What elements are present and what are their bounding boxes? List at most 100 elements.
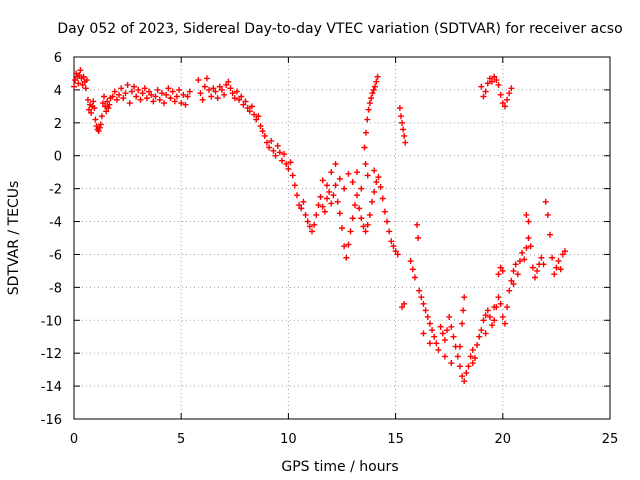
- data-point: [349, 215, 356, 222]
- data-point: [354, 169, 361, 176]
- grid-lines: [74, 57, 610, 419]
- data-point: [244, 105, 251, 112]
- data-point: [510, 267, 517, 274]
- data-point: [80, 73, 87, 80]
- data-point: [248, 103, 255, 110]
- data-point: [506, 90, 513, 97]
- data-point: [469, 360, 476, 367]
- data-point: [400, 126, 407, 133]
- data-point: [437, 323, 444, 330]
- data-point: [493, 77, 500, 84]
- data-point: [71, 83, 77, 90]
- data-point: [415, 235, 422, 241]
- data-point: [361, 144, 368, 151]
- data-point: [274, 142, 281, 149]
- data-point: [369, 198, 376, 205]
- y-tick-label: 0: [54, 150, 62, 165]
- data-point: [441, 337, 448, 344]
- data-point: [163, 91, 170, 98]
- data-point: [184, 93, 191, 100]
- data-point: [281, 151, 288, 158]
- data-point: [484, 80, 491, 87]
- data-point: [91, 105, 98, 112]
- data-point: [343, 254, 350, 261]
- data-point: [92, 116, 99, 123]
- data-point: [531, 274, 538, 281]
- data-point: [186, 88, 193, 95]
- data-point: [444, 327, 451, 334]
- data-point: [336, 210, 343, 217]
- data-point: [347, 228, 354, 235]
- data-point: [456, 343, 463, 350]
- data-point: [546, 231, 553, 238]
- data-point: [379, 195, 386, 202]
- data-point: [549, 254, 556, 261]
- data-point: [255, 113, 262, 120]
- data-point: [555, 258, 562, 265]
- data-point: [236, 96, 243, 103]
- data-point: [542, 198, 549, 205]
- data-point: [510, 281, 517, 288]
- data-point: [141, 85, 148, 92]
- data-point: [257, 123, 264, 130]
- data-point: [529, 264, 536, 271]
- data-point: [182, 101, 189, 108]
- data-point: [103, 108, 110, 115]
- data-point: [461, 378, 468, 385]
- data-point: [551, 271, 558, 278]
- data-point: [499, 267, 506, 274]
- data-point: [270, 147, 277, 154]
- data-point: [495, 271, 502, 278]
- y-tick-label: 6: [54, 51, 62, 66]
- data-point: [463, 369, 470, 376]
- data-point: [482, 312, 489, 319]
- data-point: [158, 90, 165, 97]
- data-point: [113, 96, 120, 103]
- data-point: [491, 304, 498, 311]
- data-point: [414, 221, 421, 228]
- data-point: [173, 93, 180, 100]
- data-point: [429, 327, 436, 334]
- data-point: [169, 88, 176, 95]
- data-point: [486, 313, 493, 320]
- data-point: [218, 86, 225, 93]
- data-point: [137, 96, 144, 103]
- data-point: [152, 93, 159, 100]
- data-point: [321, 208, 328, 215]
- data-point: [332, 160, 339, 167]
- data-point: [362, 160, 369, 167]
- data-point: [293, 192, 300, 199]
- data-point: [146, 88, 153, 95]
- y-tick-label: -6: [49, 248, 62, 263]
- data-point: [84, 96, 91, 103]
- data-point: [538, 254, 545, 261]
- data-point: [210, 85, 217, 92]
- data-point: [388, 238, 395, 245]
- data-point: [521, 256, 528, 263]
- data-point: [233, 88, 240, 95]
- data-point: [409, 266, 416, 273]
- data-point: [527, 243, 534, 250]
- data-point: [489, 78, 496, 85]
- data-point: [90, 98, 97, 105]
- data-point: [283, 160, 290, 167]
- data-point: [308, 228, 315, 235]
- data-point: [424, 313, 431, 320]
- data-point: [73, 70, 80, 77]
- data-point: [180, 91, 187, 98]
- data-point: [399, 304, 406, 311]
- data-point: [171, 98, 178, 105]
- chart-title: Day 052 of 2023, Sidereal Day-to-day VTE…: [57, 21, 622, 37]
- y-tick-label: 2: [54, 117, 62, 132]
- data-point: [208, 93, 215, 100]
- data-point: [454, 353, 461, 360]
- data-point: [165, 85, 172, 92]
- x-tick-label: 10: [280, 432, 297, 447]
- data-point: [476, 333, 483, 340]
- data-point: [242, 98, 249, 105]
- y-tick-label: -16: [41, 413, 62, 428]
- data-point: [478, 83, 485, 90]
- data-point: [420, 300, 427, 307]
- data-point: [411, 274, 418, 281]
- data-point: [420, 330, 427, 337]
